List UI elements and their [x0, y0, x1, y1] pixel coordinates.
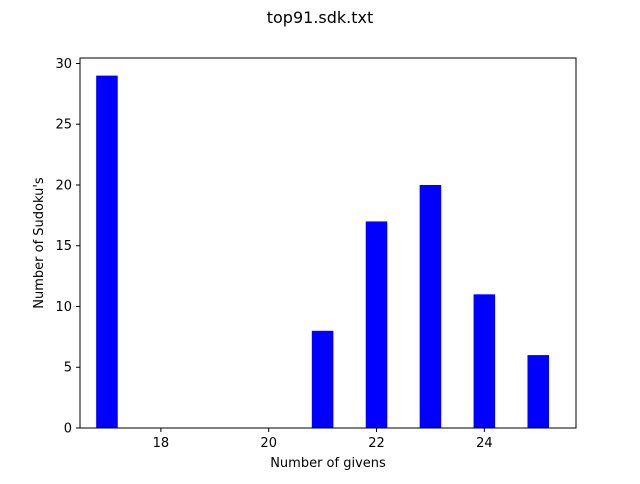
y-tick-label-10: 10 [55, 300, 72, 315]
y-tick-label-15: 15 [55, 239, 72, 254]
y-tick-label-5: 5 [64, 361, 72, 376]
x-axis-label: Number of givens [270, 456, 386, 471]
y-tick-label-25: 25 [55, 118, 72, 133]
x-tick-label-22: 22 [368, 436, 385, 451]
bar-24 [473, 294, 496, 428]
bar-22 [365, 221, 388, 428]
y-tick-label-20: 20 [55, 178, 72, 193]
bars-group [96, 75, 550, 428]
chart-title: top91.sdk.txt [267, 8, 374, 27]
x-tick-label-20: 20 [260, 436, 277, 451]
bar-23 [419, 184, 442, 428]
bar-21 [311, 330, 334, 428]
y-tick-label-30: 30 [55, 57, 72, 72]
x-tick-label-18: 18 [153, 436, 170, 451]
y-axis-label: Number of Sudoku's [32, 177, 47, 309]
y-axis-ticks: 0 5 10 15 20 25 30 [55, 57, 80, 437]
bar-25 [527, 355, 550, 428]
x-tick-label-24: 24 [476, 436, 493, 451]
y-tick-label-0: 0 [64, 422, 72, 437]
bar-17 [96, 75, 118, 428]
x-axis-ticks: 18 20 22 24 [153, 428, 493, 451]
plot-area-frame [79, 57, 577, 429]
